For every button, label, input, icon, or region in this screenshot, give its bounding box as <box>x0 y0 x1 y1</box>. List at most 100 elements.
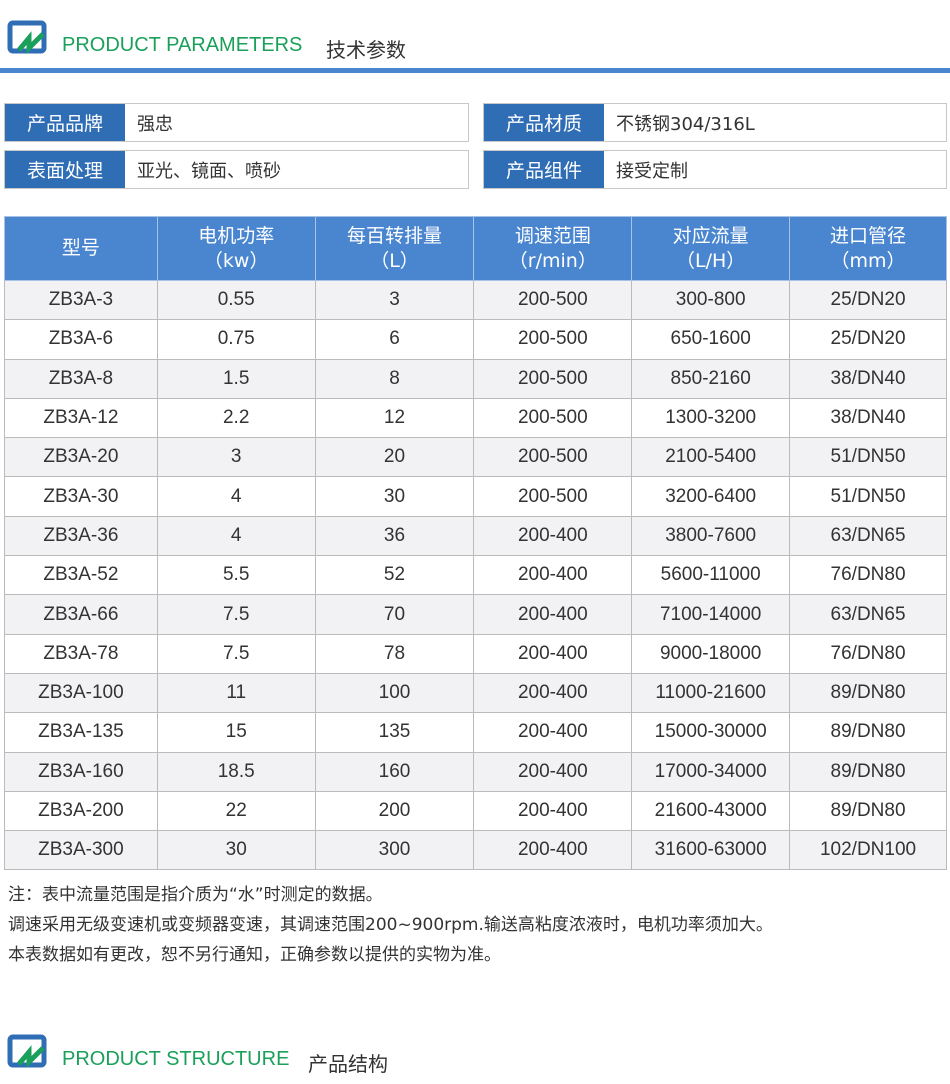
table-cell: 2.2 <box>156 397 316 439</box>
company-logo-icon <box>7 1034 47 1069</box>
spec-label: 产品组件 <box>484 151 604 188</box>
table-cell: 18.5 <box>156 751 316 792</box>
table-row: ZB3A-200 22 200 200-400 21600-43000 89/DN80 <box>4 790 947 832</box>
spec-surface: 表面处理 亚光、镜面、喷砂 <box>4 150 469 189</box>
table-row: ZB3A-12 2.2 12 200-500 1300-3200 38/DN40 <box>4 397 947 439</box>
table-cell: 4 <box>156 515 316 557</box>
table-cell: ZB3A-160 <box>4 751 158 792</box>
table-cell: 135 <box>314 712 475 753</box>
table-cell: ZB3A-20 <box>4 437 158 478</box>
table-cell: 200-400 <box>473 830 633 871</box>
table-cell: 63/DN65 <box>789 594 947 635</box>
column-header-text: （mm） <box>830 249 906 272</box>
table-cell: 100 <box>314 672 475 714</box>
table-row: ZB3A-100 11 100 200-400 11000-21600 89/DN80 <box>4 672 947 714</box>
table-cell: 31600-63000 <box>631 830 791 871</box>
note-line: 本表数据如有更改，恕不另行通知，正确参数以提供的实物为准。 <box>8 945 501 965</box>
table-cell: 200 <box>314 790 475 832</box>
table-cell: 89/DN80 <box>789 712 947 753</box>
table-row: ZB3A-66 7.5 70 200-400 7100-14000 63/DN65 <box>4 594 947 635</box>
table-cell: 200-400 <box>473 515 633 557</box>
table-row: ZB3A-6 0.75 6 200-500 650-1600 25/DN20 <box>4 319 947 360</box>
column-header-text: 型号 <box>61 237 100 259</box>
table-cell: 200-400 <box>473 712 633 753</box>
note-line: 注：表中流量范围是指介质为“水”时测定的数据。 <box>8 885 383 905</box>
column-header: 对应流量 （L/H） <box>631 216 791 281</box>
table-cell: 4 <box>156 476 316 517</box>
table-cell: ZB3A-3 <box>4 279 158 321</box>
spec-label: 产品材质 <box>484 104 604 141</box>
table-cell: 1300-3200 <box>631 397 791 439</box>
table-cell: 200-400 <box>473 672 633 714</box>
table-cell: 36 <box>314 515 475 557</box>
table-cell: 850-2160 <box>631 358 791 399</box>
table-row: ZB3A-20 3 20 200-500 2100-5400 51/DN50 <box>4 437 947 478</box>
table-cell: 200-400 <box>473 751 633 792</box>
column-header: 进口管径 （mm） <box>789 216 947 281</box>
parameters-table: 型号 电机功率 （kw） 每百转排量 （L） 调速范围 （r/min） 对应流量 （L/H） 进口… <box>4 216 947 871</box>
table-cell: 7.5 <box>156 633 316 674</box>
table-cell: ZB3A-8 <box>4 358 158 399</box>
table-cell: ZB3A-30 <box>4 476 158 517</box>
table-cell: 300 <box>314 830 475 871</box>
section-header-parameters: PRODUCT PARAMETERS 技术参数 <box>0 14 950 73</box>
table-cell: ZB3A-36 <box>4 515 158 557</box>
table-cell: 200-500 <box>473 319 633 360</box>
table-cell: 0.75 <box>156 319 316 360</box>
table-row: ZB3A-300 30 300 200-400 31600-63000 102/DN100 <box>4 830 947 871</box>
column-header-text: 进口管径 <box>830 224 907 247</box>
table-cell: 200-400 <box>473 594 633 635</box>
section-title-cn: 产品结构 <box>308 1052 388 1076</box>
table-cell: 102/DN100 <box>789 830 947 871</box>
spec-material: 产品材质 不锈钢304/316L <box>483 103 947 142</box>
table-cell: 3800-7600 <box>631 515 791 557</box>
table-cell: 200-400 <box>473 633 633 674</box>
spec-label: 产品品牌 <box>5 104 125 141</box>
note-line: 调速采用无级变速机或变频器变速，其调速范围200~900rpm.输送高粘度浓液时… <box>8 915 773 935</box>
divider <box>0 68 950 73</box>
table-cell: 5600-11000 <box>631 555 791 596</box>
table-cell: 6 <box>314 319 475 360</box>
column-header-text: 每百转排量 <box>346 224 442 247</box>
table-cell: 3 <box>314 279 475 321</box>
spec-value: 接受定制 <box>616 160 688 182</box>
column-header: 电机功率 （kw） <box>156 216 316 281</box>
table-cell: 17000-34000 <box>631 751 791 792</box>
table-cell: 1.5 <box>156 358 316 399</box>
table-cell: ZB3A-135 <box>4 712 158 753</box>
table-cell: 89/DN80 <box>789 751 947 792</box>
table-row: ZB3A-30 4 30 200-500 3200-6400 51/DN50 <box>4 476 947 517</box>
table-cell: ZB3A-200 <box>4 790 158 832</box>
table-row: ZB3A-3 0.55 3 200-500 300-800 25/DN20 <box>4 279 947 321</box>
table-cell: 76/DN80 <box>789 633 947 674</box>
table-cell: 200-400 <box>473 790 633 832</box>
table-cell: ZB3A-300 <box>4 830 158 871</box>
table-cell: 21600-43000 <box>631 790 791 832</box>
table-cell: 9000-18000 <box>631 633 791 674</box>
table-cell: 650-1600 <box>631 319 791 360</box>
table-row: ZB3A-52 5.5 52 200-400 5600-11000 76/DN80 <box>4 555 947 596</box>
table-cell: 52 <box>314 555 475 596</box>
table-row: ZB3A-160 18.5 160 200-400 17000-34000 89/DN80 <box>4 751 947 792</box>
table-cell: 8 <box>314 358 475 399</box>
column-header-text: （kw） <box>203 249 269 272</box>
table-cell: ZB3A-100 <box>4 672 158 714</box>
table-cell: 300-800 <box>631 279 791 321</box>
table-cell: 15000-30000 <box>631 712 791 753</box>
column-header-text: （L） <box>370 249 419 272</box>
table-cell: 30 <box>314 476 475 517</box>
table-cell: 51/DN50 <box>789 437 947 478</box>
table-cell: 15 <box>156 712 316 753</box>
table-cell: ZB3A-12 <box>4 397 158 439</box>
column-header-text: 电机功率 <box>198 224 275 247</box>
table-cell: 51/DN50 <box>789 476 947 517</box>
table-cell: 200-500 <box>473 397 633 439</box>
table-cell: 30 <box>156 830 316 871</box>
spec-brand: 产品品牌 强忠 <box>4 103 469 142</box>
table-cell: 200-500 <box>473 437 633 478</box>
table-cell: 200-400 <box>473 555 633 596</box>
table-cell: ZB3A-78 <box>4 633 158 674</box>
table-row: ZB3A-135 15 135 200-400 15000-30000 89/DN80 <box>4 712 947 753</box>
spec-components: 产品组件 接受定制 <box>483 150 947 189</box>
table-cell: 20 <box>314 437 475 478</box>
